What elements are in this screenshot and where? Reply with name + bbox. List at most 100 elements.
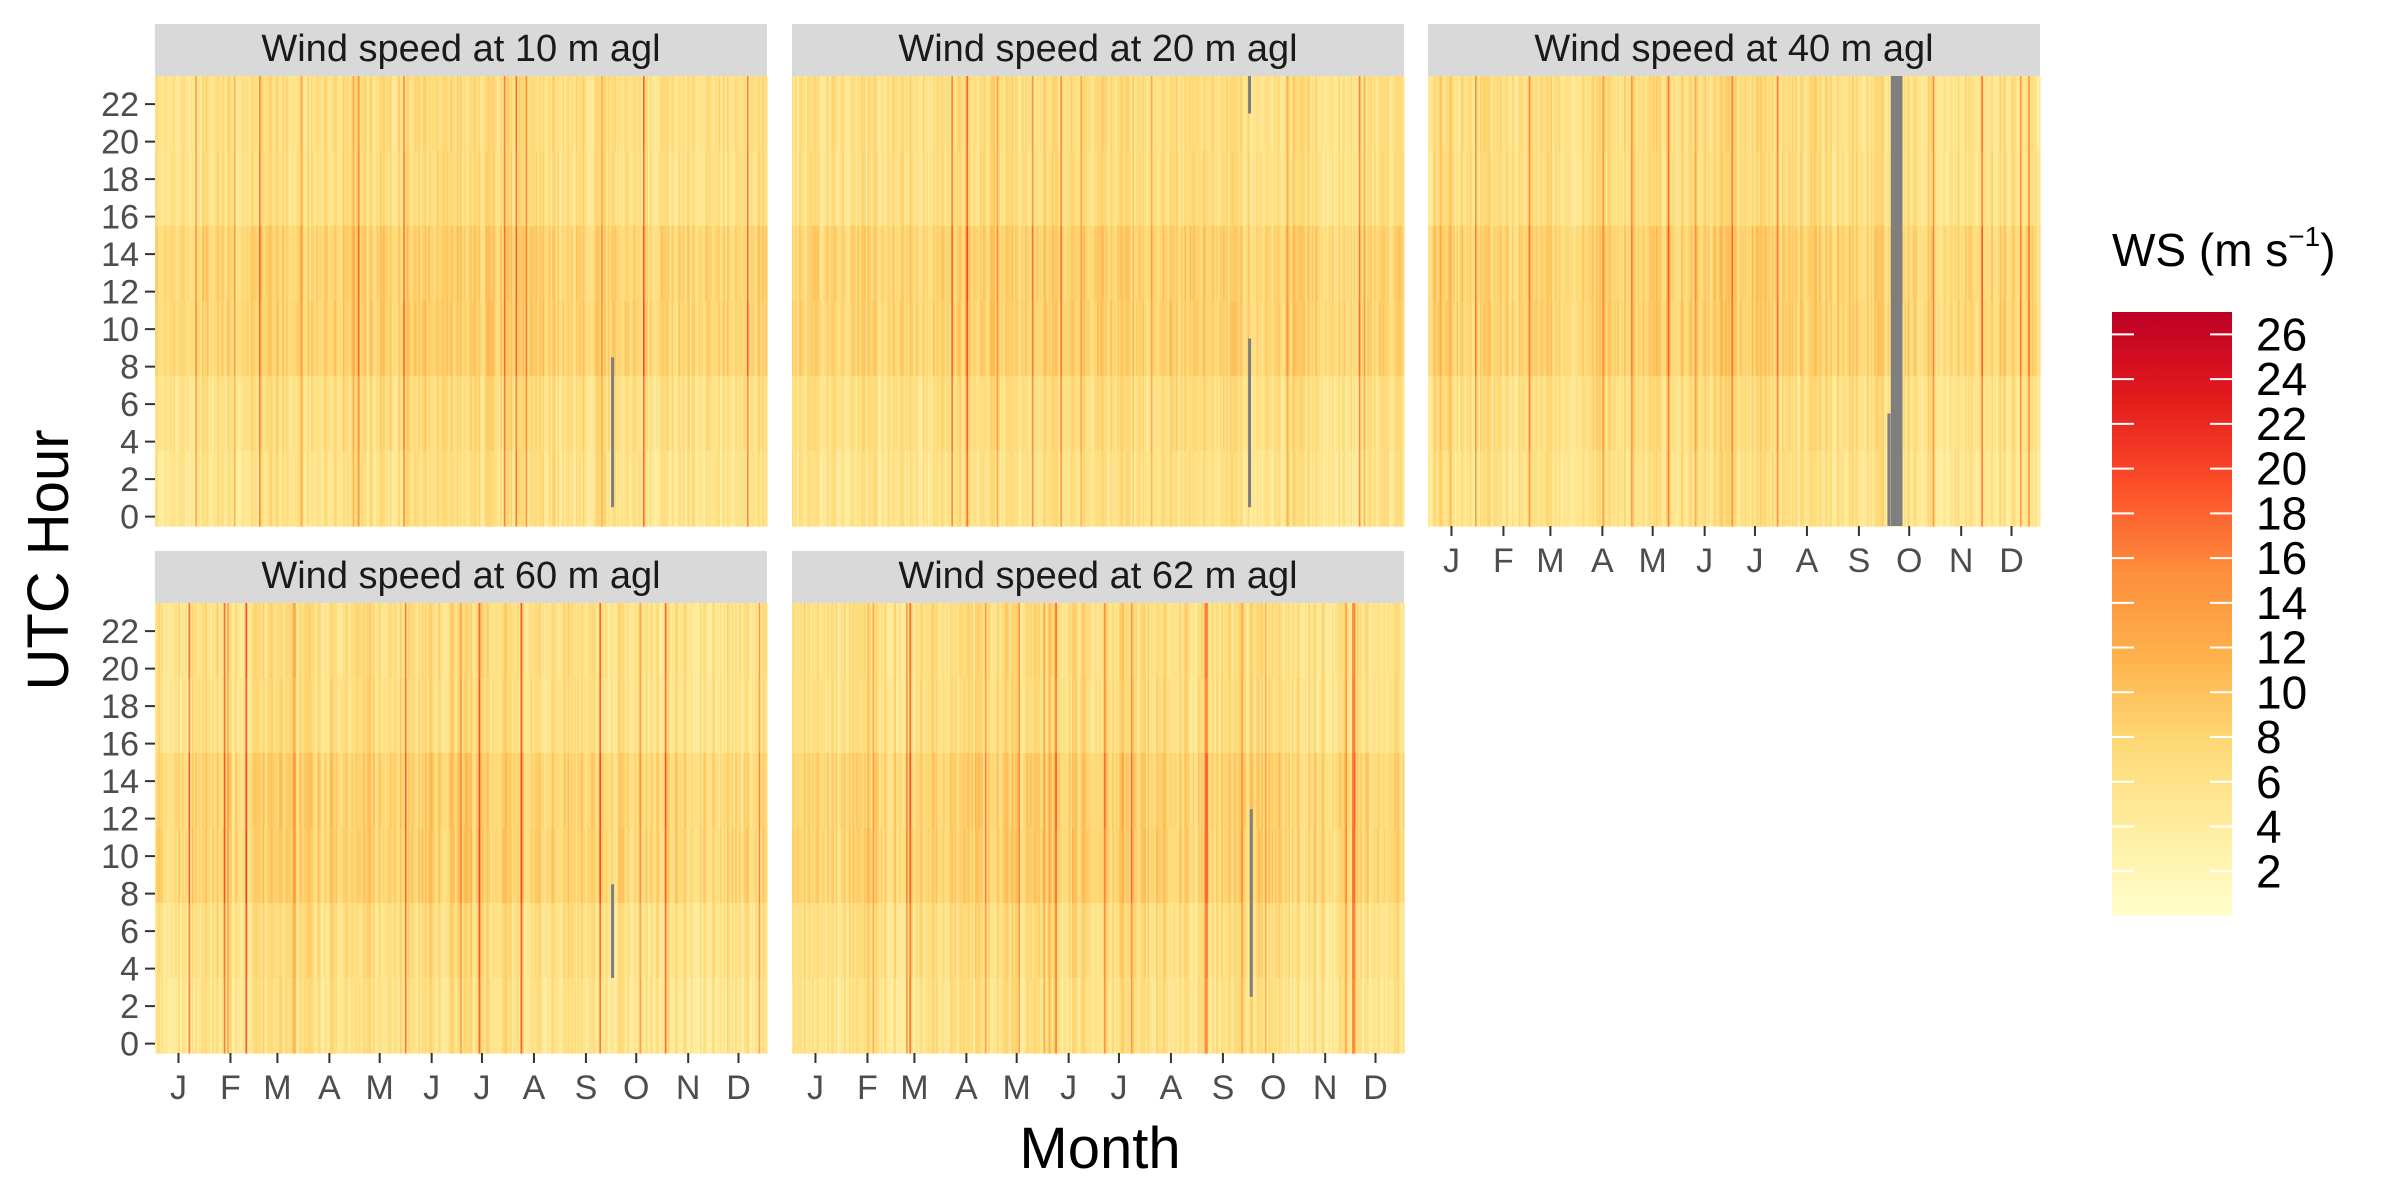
heat-cell — [604, 376, 607, 452]
heat-cell — [356, 151, 359, 227]
heat-cell — [763, 376, 766, 452]
heat-cell — [813, 451, 817, 527]
heat-cell — [1562, 76, 1565, 152]
heat-cell — [1256, 151, 1259, 227]
heat-cell — [235, 301, 238, 377]
heat-cell — [931, 376, 934, 452]
heat-cell — [300, 301, 304, 377]
heat-cell — [201, 451, 205, 527]
heat-cell — [994, 301, 998, 377]
heat-cell — [475, 301, 478, 377]
heat-cell — [728, 76, 731, 152]
heat-cell — [193, 451, 196, 527]
heat-cell — [1301, 451, 1304, 527]
heat-cell — [1053, 226, 1056, 302]
heat-cell — [485, 301, 488, 377]
heat-cell — [921, 451, 924, 527]
heat-cell — [1030, 76, 1033, 152]
heat-cell — [502, 376, 505, 452]
heat-cell — [1165, 451, 1169, 527]
heat-cell — [1540, 451, 1543, 527]
heat-cell — [1075, 301, 1078, 377]
heat-cell — [429, 151, 433, 227]
heat-cell — [731, 376, 735, 452]
heat-cell — [190, 376, 193, 452]
heat-cell — [1358, 451, 1362, 527]
heat-cell — [1346, 226, 1350, 302]
heat-cell — [825, 376, 828, 452]
heat-cell — [706, 76, 709, 152]
heat-cell — [210, 226, 213, 302]
heat-cell — [1490, 76, 1493, 152]
heat-cell — [906, 376, 909, 452]
heat-cell — [522, 451, 525, 527]
heat-cell — [1284, 451, 1288, 527]
y-tick-label: 8 — [120, 349, 139, 387]
heat-cell — [1066, 301, 1070, 377]
heat-cell — [1383, 76, 1387, 152]
heat-cell — [763, 226, 766, 302]
heat-cell — [1505, 301, 1508, 377]
heat-cell — [1125, 76, 1128, 152]
heat-cell — [522, 76, 525, 152]
heat-cell — [629, 151, 632, 227]
heat-cell — [361, 76, 364, 152]
heat-cell — [1077, 451, 1080, 527]
heat-cell — [198, 376, 201, 452]
heat-cell — [807, 451, 810, 527]
heat-cell — [366, 226, 369, 302]
heat-cell — [156, 376, 159, 452]
heat-cell — [1269, 451, 1273, 527]
heat-cell — [1254, 76, 1258, 152]
heat-cell — [1443, 301, 1446, 377]
heat-cell — [575, 301, 579, 377]
heat-cell — [185, 451, 188, 527]
heat-cell — [277, 376, 280, 452]
heat-cell — [1515, 301, 1518, 377]
heat-cell — [743, 76, 746, 152]
heat-cell — [1060, 76, 1063, 152]
heat-cell — [1479, 151, 1483, 227]
heat-cell — [1531, 76, 1535, 152]
heat-cell — [867, 76, 870, 152]
heat-cell — [1105, 226, 1108, 302]
heat-cell — [1393, 76, 1397, 152]
heat-cell — [319, 226, 322, 302]
heat-cell — [230, 451, 233, 527]
heat-cell — [1224, 376, 1227, 452]
heat-cell — [1229, 76, 1232, 152]
heat-cell — [1311, 301, 1315, 377]
heat-cell — [704, 376, 708, 452]
heat-cell — [416, 226, 419, 302]
heat-cell — [1436, 451, 1439, 527]
heat-cell — [1120, 226, 1123, 302]
heat-cell — [880, 226, 884, 302]
heat-cell — [498, 301, 502, 377]
heat-cell — [527, 301, 530, 377]
y-tick-label: 6 — [120, 386, 139, 424]
heat-cell — [721, 376, 725, 452]
heat-cell — [238, 76, 242, 152]
heat-cell — [312, 451, 315, 527]
heat-cell — [720, 451, 723, 527]
heat-cell — [1030, 226, 1033, 302]
heat-cell — [218, 151, 221, 227]
heat-cell — [1431, 226, 1434, 302]
heat-cell — [874, 151, 877, 227]
heat-cell — [1587, 151, 1590, 227]
heat-cell — [263, 376, 267, 452]
heat-cell — [597, 226, 600, 302]
heat-cell — [414, 451, 418, 527]
heat-cell — [1281, 376, 1284, 452]
heat-cell — [716, 451, 719, 527]
heat-cell — [1165, 76, 1169, 152]
heat-cell — [1231, 376, 1234, 452]
heat-cell — [1194, 451, 1197, 527]
heat-cell — [1098, 301, 1102, 377]
heat-cell — [684, 451, 688, 527]
heat-cell — [693, 151, 696, 227]
heat-cell — [419, 151, 423, 227]
heat-cell — [555, 301, 559, 377]
heat-cell — [1392, 451, 1395, 527]
heat-cell — [968, 226, 971, 302]
